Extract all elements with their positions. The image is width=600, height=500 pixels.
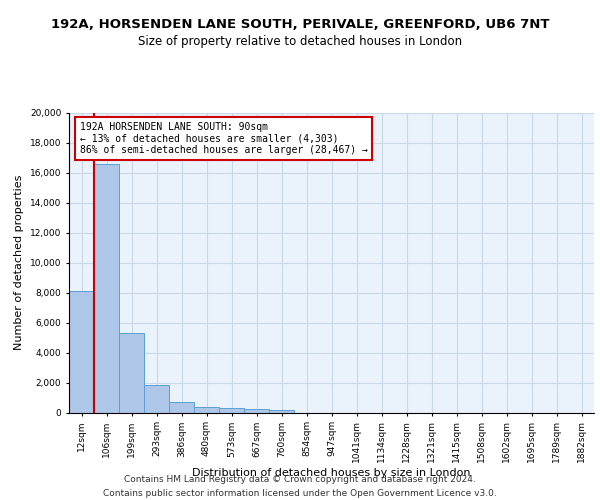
Bar <box>244 409 269 412</box>
Bar <box>269 410 294 412</box>
Text: Contains HM Land Registry data © Crown copyright and database right 2024.
Contai: Contains HM Land Registry data © Crown c… <box>103 476 497 498</box>
Bar <box>219 408 244 412</box>
X-axis label: Distribution of detached houses by size in London: Distribution of detached houses by size … <box>192 468 471 478</box>
Bar <box>94 164 119 412</box>
Bar <box>69 291 94 412</box>
Bar <box>194 407 219 412</box>
Text: 192A HORSENDEN LANE SOUTH: 90sqm
← 13% of detached houses are smaller (4,303)
86: 192A HORSENDEN LANE SOUTH: 90sqm ← 13% o… <box>79 122 367 154</box>
Text: 192A, HORSENDEN LANE SOUTH, PERIVALE, GREENFORD, UB6 7NT: 192A, HORSENDEN LANE SOUTH, PERIVALE, GR… <box>51 18 549 30</box>
Text: Size of property relative to detached houses in London: Size of property relative to detached ho… <box>138 35 462 48</box>
Bar <box>144 385 169 412</box>
Bar <box>169 402 194 412</box>
Y-axis label: Number of detached properties: Number of detached properties <box>14 175 25 350</box>
Bar <box>119 333 144 412</box>
